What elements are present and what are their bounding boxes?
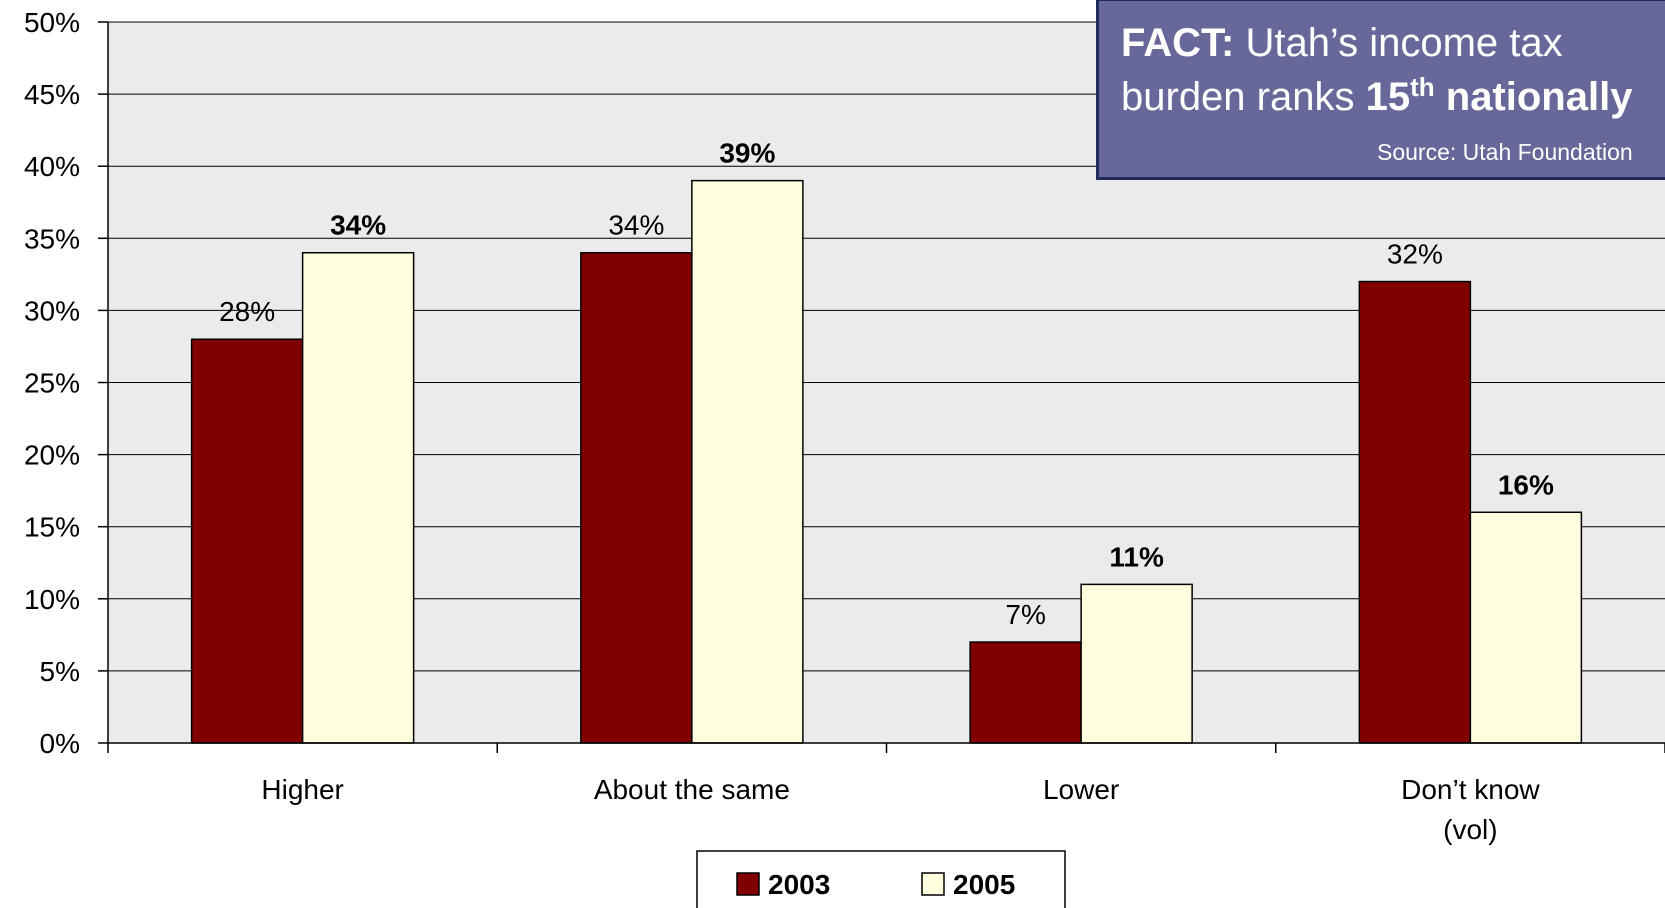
fact-rank: 15th nationally bbox=[1365, 72, 1633, 119]
x-axis: Higher About the same Lower Don’t know (vol) bbox=[107, 22, 1665, 845]
fact-rank-number: 15 bbox=[1365, 75, 1411, 119]
x-category-label: About the same bbox=[594, 774, 790, 805]
y-tick-label: 25% bbox=[24, 368, 80, 399]
legend-swatch-2003 bbox=[736, 872, 760, 896]
y-tick-label: 10% bbox=[24, 584, 80, 615]
data-label-2005: 39% bbox=[719, 138, 775, 169]
y-tick-label: 0% bbox=[40, 728, 80, 759]
x-category-label: Lower bbox=[1043, 774, 1119, 805]
data-label-2005: 16% bbox=[1498, 469, 1554, 500]
data-label-2003: 28% bbox=[219, 296, 275, 327]
x-category-label: (vol) bbox=[1443, 814, 1497, 845]
bar-2003 bbox=[580, 251, 693, 744]
fact-line1-text: Utah’s income tax bbox=[1234, 21, 1563, 65]
bar-2003 bbox=[190, 338, 304, 744]
data-label-2005: 34% bbox=[330, 210, 386, 241]
fact-line-1: FACT: Utah’s income tax bbox=[1121, 21, 1563, 66]
y-tick-label: 20% bbox=[24, 440, 80, 471]
x-category-label: Don’t know bbox=[1401, 774, 1540, 805]
x-category-label: Higher bbox=[261, 774, 343, 805]
legend-swatch-2005 bbox=[921, 872, 945, 896]
legend: 2003 2005 bbox=[696, 850, 1066, 908]
y-axis-ticks: 0% 5% 10% 15% 20% 25% 30% 35% 40% 45% 50% bbox=[24, 7, 108, 759]
fact-rank-word: nationally bbox=[1434, 75, 1633, 119]
bar-2005 bbox=[1080, 583, 1193, 744]
y-tick-label: 45% bbox=[24, 79, 80, 110]
data-label-2005: 11% bbox=[1109, 541, 1164, 572]
fact-source: Source: Utah Foundation bbox=[1377, 139, 1633, 165]
bar-2005 bbox=[691, 179, 804, 744]
y-tick-label: 35% bbox=[24, 223, 80, 254]
data-label-2003: 34% bbox=[608, 210, 664, 241]
bars bbox=[190, 179, 1583, 744]
fact-callout-box: FACT: Utah’s income tax burden ranks 15t… bbox=[1096, 0, 1665, 180]
y-tick-label: 15% bbox=[24, 512, 80, 543]
data-label-2003: 32% bbox=[1387, 239, 1443, 270]
bar-2003 bbox=[1358, 280, 1472, 744]
legend-label-2005: 2005 bbox=[953, 869, 1015, 900]
fact-line-2: burden ranks 15th nationally bbox=[1121, 72, 1633, 120]
y-tick-label: 30% bbox=[24, 295, 80, 326]
y-tick-label: 40% bbox=[24, 151, 80, 182]
fact-lead: FACT: bbox=[1121, 21, 1235, 65]
y-tick-label: 50% bbox=[24, 7, 80, 38]
data-labels: 28% 34% 34% 39% 7% 11% 32% 16% bbox=[219, 138, 1554, 630]
bar-2003 bbox=[969, 641, 1082, 744]
fact-rank-suffix: th bbox=[1410, 72, 1435, 102]
y-tick-label: 5% bbox=[40, 656, 80, 687]
bar-2005 bbox=[301, 251, 415, 744]
data-label-2003: 7% bbox=[1005, 599, 1045, 630]
fact-line2-text: burden ranks bbox=[1121, 75, 1366, 119]
legend-label-2003: 2003 bbox=[768, 869, 830, 900]
bar-2005 bbox=[1469, 511, 1583, 744]
